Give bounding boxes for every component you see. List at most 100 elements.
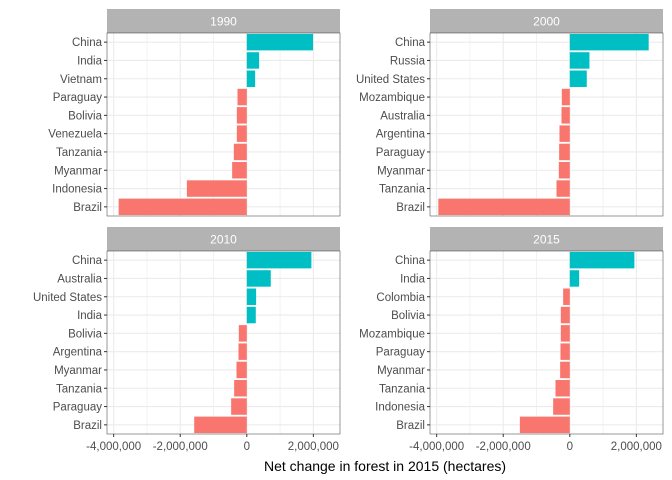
bar-tanzania: [556, 180, 570, 197]
bar-india: [246, 306, 256, 324]
panel-2015: 2015 China India Colombia Bolivia Mozambique P…: [359, 227, 664, 453]
facet-strip: [107, 227, 340, 251]
category-label: Bolivia: [68, 110, 102, 122]
bar-myanmar: [558, 162, 570, 179]
facet-strip-label: 1990: [210, 15, 237, 29]
category-label: Tanzania: [379, 383, 426, 395]
category-label: Venezuela: [48, 129, 102, 141]
x-tick-label: -2,000,000: [476, 441, 531, 453]
category-label: Tanzania: [56, 383, 103, 395]
x-tick-label: -4,000,000: [409, 441, 464, 453]
category-label: Mozambique: [359, 92, 425, 104]
bar-brazil: [519, 416, 570, 434]
panel-background: [430, 251, 663, 434]
x-tick-label: 0: [567, 441, 573, 453]
category-label: Paraguay: [376, 347, 425, 359]
category-label: Brazil: [396, 202, 425, 214]
category-label: United States: [356, 74, 425, 86]
category-label: Bolivia: [391, 310, 425, 322]
bar-paraguay: [231, 398, 247, 415]
category-label: Argentina: [376, 129, 426, 141]
category-label: India: [77, 310, 103, 322]
category-label: Russia: [390, 55, 426, 67]
category-label: Australia: [57, 273, 102, 285]
bar-tanzania: [233, 143, 247, 161]
category-label: China: [395, 37, 426, 49]
category-label: Indonesia: [375, 402, 425, 414]
bar-brazil: [438, 198, 570, 216]
panel-border: [106, 250, 341, 435]
category-label: Paraguay: [53, 92, 102, 104]
panel-2000: 2000 China Russia United States Mozambique Au…: [356, 9, 664, 217]
category-label: Myanmar: [377, 365, 425, 377]
bar-india: [246, 52, 260, 69]
bar-australia: [561, 107, 570, 124]
bar-bolivia: [560, 306, 570, 324]
category-label: Tanzania: [379, 184, 426, 196]
facet-strip-label: 2000: [533, 15, 560, 29]
category-label: Australia: [380, 110, 425, 122]
category-label: Myanmar: [377, 165, 425, 177]
panel-1990: 1990 China India Vietnam Paraguay Bolivia Vene…: [48, 9, 341, 217]
facet-strip: [430, 227, 663, 251]
bar-paraguay: [560, 343, 570, 360]
bar-bolivia: [236, 107, 247, 124]
facet-strip: [107, 9, 340, 33]
bar-china: [569, 251, 635, 269]
bar-china: [246, 251, 312, 269]
bar-mozambique: [561, 88, 570, 106]
bar-indonesia: [553, 398, 570, 415]
facet-strip-label: 2015: [533, 233, 560, 247]
bar-venezuela: [236, 125, 247, 142]
bar-myanmar: [560, 361, 570, 379]
category-label: Myanmar: [54, 365, 102, 377]
bar-indonesia: [186, 180, 247, 197]
bar-brazil: [118, 198, 247, 216]
panel-background: [430, 33, 663, 216]
bar-china: [246, 33, 314, 51]
bar-argentina: [559, 125, 570, 142]
bar-colombia: [563, 288, 570, 305]
bar-tanzania: [234, 380, 247, 397]
category-label: China: [72, 37, 103, 49]
category-label: India: [400, 273, 426, 285]
bar-tanzania: [555, 380, 570, 397]
category-label: Colombia: [376, 292, 425, 304]
panel-border: [429, 250, 664, 435]
category-label: Vietnam: [60, 74, 102, 86]
panel-background: [107, 251, 340, 434]
category-label: Indonesia: [52, 184, 102, 196]
bar-russia: [569, 52, 590, 69]
x-tick-label: 2,000,000: [611, 441, 662, 453]
category-label: Paraguay: [53, 402, 102, 414]
category-label: India: [77, 55, 103, 67]
category-label: China: [395, 255, 426, 267]
panel-2010: 2010 China Australia United States India Boli…: [33, 227, 341, 453]
category-label: Mozambique: [359, 328, 425, 340]
bar-australia: [246, 270, 271, 287]
x-tick-label: 2,000,000: [288, 441, 339, 453]
category-label: China: [72, 255, 103, 267]
bar-india: [569, 270, 580, 287]
bar-mozambique: [560, 325, 570, 342]
x-tick-label: -4,000,000: [86, 441, 141, 453]
category-label: Brazil: [73, 202, 102, 214]
category-label: Brazil: [73, 420, 102, 432]
category-label: Paraguay: [376, 147, 425, 159]
facet-strip-label: 2010: [210, 233, 237, 247]
bar-bolivia: [238, 325, 247, 342]
bar-china: [569, 33, 649, 51]
bar-united-states: [569, 70, 587, 87]
bar-myanmar: [236, 361, 247, 379]
category-label: Argentina: [53, 347, 103, 359]
bar-myanmar: [232, 162, 247, 179]
bar-united-states: [246, 288, 257, 305]
bar-paraguay: [237, 88, 247, 106]
bar-paraguay: [559, 143, 570, 161]
bar-vietnam: [246, 70, 256, 87]
category-label: Myanmar: [54, 165, 102, 177]
panel-border: [106, 32, 341, 217]
x-tick-label: 0: [244, 441, 250, 453]
bar-argentina: [238, 343, 247, 360]
